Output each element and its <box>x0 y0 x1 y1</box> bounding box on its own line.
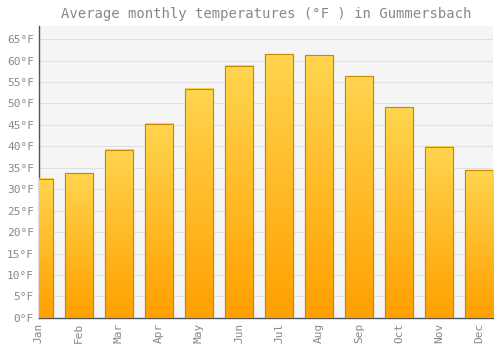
Bar <box>425 147 453 318</box>
Bar <box>25 178 53 318</box>
Bar <box>465 170 493 318</box>
Bar <box>65 173 93 318</box>
Bar <box>345 76 373 318</box>
Bar <box>465 170 493 318</box>
Bar <box>225 66 253 318</box>
Bar <box>145 124 173 318</box>
Bar <box>65 173 93 318</box>
Bar <box>305 55 333 318</box>
Bar <box>185 89 213 318</box>
Bar <box>305 55 333 318</box>
Bar <box>105 150 133 318</box>
Bar <box>425 147 453 318</box>
Bar <box>145 124 173 318</box>
Bar <box>265 54 293 318</box>
Bar <box>185 89 213 318</box>
Bar <box>225 66 253 318</box>
Bar <box>385 107 413 318</box>
Bar <box>105 150 133 318</box>
Bar <box>265 54 293 318</box>
Bar <box>345 76 373 318</box>
Title: Average monthly temperatures (°F ) in Gummersbach: Average monthly temperatures (°F ) in Gu… <box>60 7 471 21</box>
Bar <box>385 107 413 318</box>
Bar <box>25 178 53 318</box>
